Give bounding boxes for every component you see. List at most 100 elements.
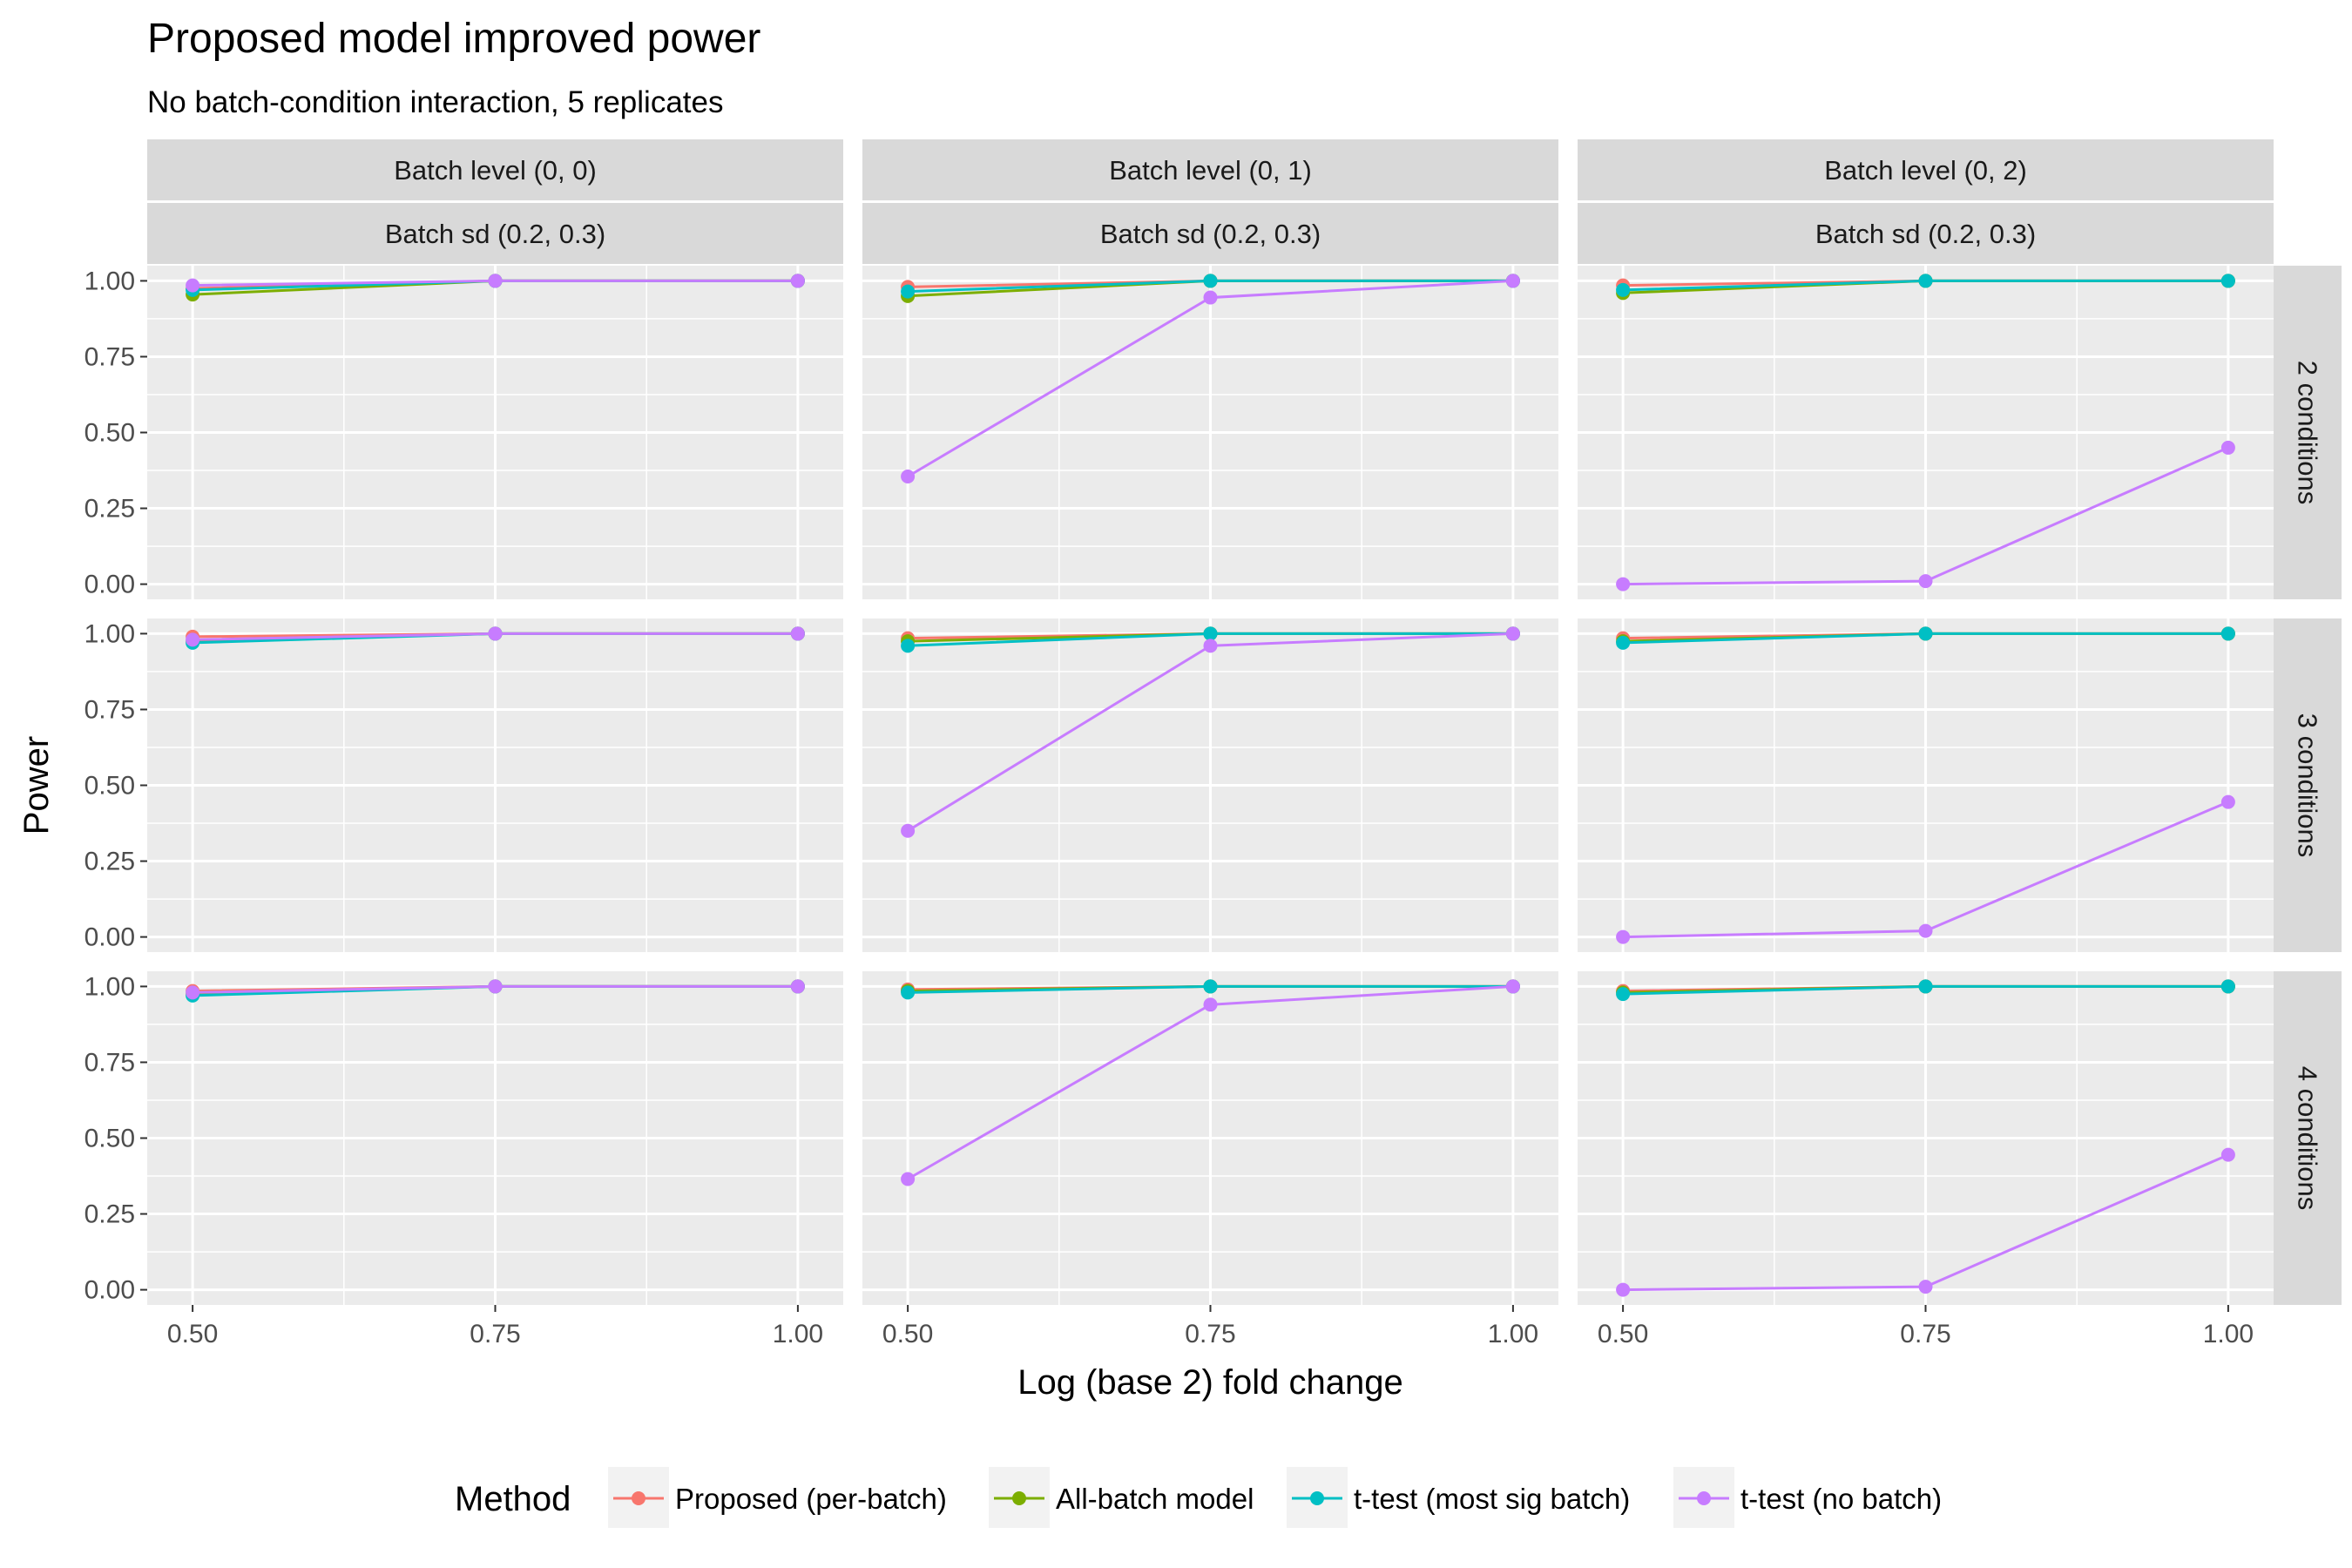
data-point: [1918, 574, 1933, 589]
x-tick-label: 0.75: [470, 1320, 520, 1348]
legend-item: Proposed (per-batch): [608, 1467, 947, 1528]
x-tick-label: 1.00: [2203, 1320, 2254, 1348]
y-tick-label: 0.50: [84, 1125, 135, 1153]
data-point: [1203, 626, 1218, 641]
data-point: [1505, 626, 1520, 641]
data-point: [2220, 794, 2235, 809]
data-point: [1505, 274, 1520, 288]
data-point: [1203, 639, 1218, 653]
row-strip: [2274, 618, 2342, 952]
facet-panel: 0.00 0.25 0.50 0.75 1.00: [84, 618, 843, 952]
column-strip-level-label: Batch level (0, 2): [1824, 155, 2027, 186]
legend-key-point: [1310, 1491, 1324, 1505]
chart-subtitle: No batch-condition interaction, 5 replic…: [147, 85, 723, 119]
y-tick-label: 0.50: [84, 419, 135, 448]
data-point: [1918, 923, 1933, 938]
legend-item: t-test (no batch): [1673, 1467, 1942, 1528]
data-point: [488, 274, 503, 288]
data-point: [1616, 987, 1631, 1002]
data-point: [1918, 274, 1933, 288]
legend-label: t-test (most sig batch): [1354, 1483, 1630, 1515]
x-tick-label: 0.75: [1185, 1320, 1235, 1348]
facet-panel: [862, 266, 1558, 599]
data-point: [186, 632, 200, 647]
column-strip-level-label: Batch level (0, 1): [1109, 155, 1312, 186]
data-point: [2220, 979, 2235, 994]
data-point: [1203, 997, 1218, 1012]
y-axis-title: Power: [17, 736, 56, 835]
data-point: [901, 985, 916, 1000]
y-tick-label: 0.75: [84, 342, 135, 371]
data-point: [790, 274, 805, 288]
chart-title: Proposed model improved power: [147, 16, 760, 62]
y-tick-label: 0.75: [84, 695, 135, 724]
column-strip-sd-label: Batch sd (0.2, 0.3): [1100, 219, 1321, 249]
y-tick-label: 1.00: [84, 619, 135, 648]
column-strip-level-label: Batch level (0, 0): [394, 155, 597, 186]
legend-title: Method: [455, 1480, 571, 1518]
x-tick-label: 0.75: [1900, 1320, 1950, 1348]
data-point: [1918, 626, 1933, 641]
data-point: [488, 626, 503, 641]
y-tick-label: 0.25: [84, 495, 135, 524]
data-point: [1616, 577, 1631, 591]
x-tick-label: 0.50: [1598, 1320, 1648, 1348]
data-point: [1203, 274, 1218, 288]
facet-panel: 0.00 0.25 0.50 0.75 1.00 0.50 0.75 1.00: [84, 971, 843, 1348]
row-strip: [2274, 971, 2342, 1305]
x-tick-label: 1.00: [1488, 1320, 1538, 1348]
x-tick-label: 0.50: [882, 1320, 933, 1348]
column-strip-sd: [1578, 203, 2274, 264]
y-tick-label: 0.00: [84, 571, 135, 599]
x-axis-title: Log (base 2) fold change: [1017, 1363, 1403, 1402]
legend-label: Proposed (per-batch): [675, 1483, 947, 1515]
data-point: [1203, 290, 1218, 305]
column-strip-sd: [862, 203, 1558, 264]
data-point: [186, 278, 200, 293]
data-point: [1918, 979, 1933, 994]
data-point: [2220, 274, 2235, 288]
data-point: [2220, 1147, 2235, 1162]
y-tick-label: 0.25: [84, 848, 135, 876]
facet-panel: 0.50 0.75 1.00: [1578, 971, 2274, 1348]
facet-panel: 0.00 0.25 0.50 0.75 1.00: [84, 266, 843, 599]
y-tick-label: 0.75: [84, 1048, 135, 1077]
facet-panel: 0.50 0.75 1.00: [862, 971, 1558, 1348]
data-point: [901, 823, 916, 838]
y-tick-label: 0.00: [84, 1276, 135, 1305]
column-strip-sd: [147, 203, 843, 264]
data-point: [901, 1172, 916, 1186]
y-tick-label: 0.50: [84, 772, 135, 801]
legend-label: All-batch model: [1056, 1483, 1254, 1515]
column-strip-level: [1578, 139, 2274, 200]
data-point: [2220, 626, 2235, 641]
data-point: [1616, 282, 1631, 297]
legend-key-point: [632, 1491, 645, 1505]
x-tick-label: 0.50: [167, 1320, 218, 1348]
y-tick-label: 1.00: [84, 267, 135, 295]
row-strip-label: 2 conditions: [2293, 361, 2323, 504]
data-point: [488, 979, 503, 994]
data-point: [1616, 929, 1631, 944]
column-strip-level: [147, 139, 843, 200]
legend-label: t-test (no batch): [1740, 1483, 1942, 1515]
data-point: [790, 626, 805, 641]
legend-item: All-batch model: [989, 1467, 1254, 1528]
data-point: [901, 284, 916, 299]
facet-panel: [1578, 618, 2274, 952]
column-strip-sd-label: Batch sd (0.2, 0.3): [1815, 219, 2036, 249]
legend-key-point: [1697, 1491, 1711, 1505]
legend-item: t-test (most sig batch): [1287, 1467, 1630, 1528]
facet-panel: [1578, 266, 2274, 599]
row-strip-label: 4 conditions: [2293, 1066, 2323, 1210]
data-point: [901, 469, 916, 483]
legend-key-point: [1012, 1491, 1026, 1505]
x-tick-label: 1.00: [773, 1320, 823, 1348]
data-point: [1203, 979, 1218, 994]
data-point: [1505, 979, 1520, 994]
data-point: [1616, 1282, 1631, 1297]
facet-panels: Batch level (0, 0) Batch sd (0.2, 0.3) Bat…: [17, 139, 2342, 1402]
legend: Method Proposed (per-batch) All-batch mode…: [455, 1467, 1942, 1528]
row-strip: [2274, 266, 2342, 599]
